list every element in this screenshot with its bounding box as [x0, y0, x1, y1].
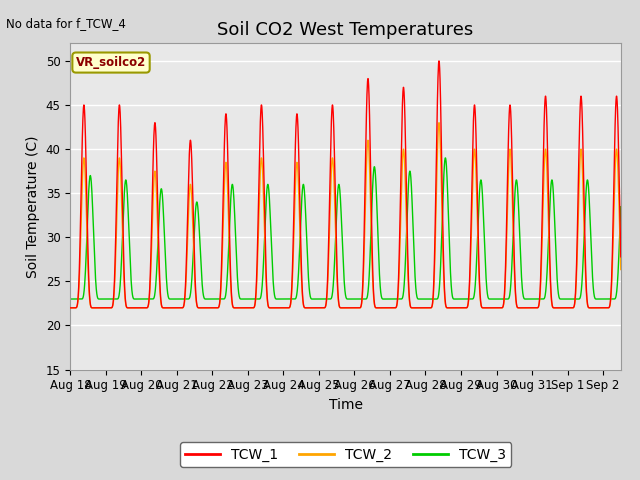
Legend: TCW_1, TCW_2, TCW_3: TCW_1, TCW_2, TCW_3: [180, 442, 511, 467]
Text: VR_soilco2: VR_soilco2: [76, 56, 146, 69]
Y-axis label: Soil Temperature (C): Soil Temperature (C): [26, 135, 40, 277]
X-axis label: Time: Time: [328, 398, 363, 412]
Text: No data for f_TCW_4: No data for f_TCW_4: [6, 17, 126, 30]
Title: Soil CO2 West Temperatures: Soil CO2 West Temperatures: [218, 21, 474, 39]
